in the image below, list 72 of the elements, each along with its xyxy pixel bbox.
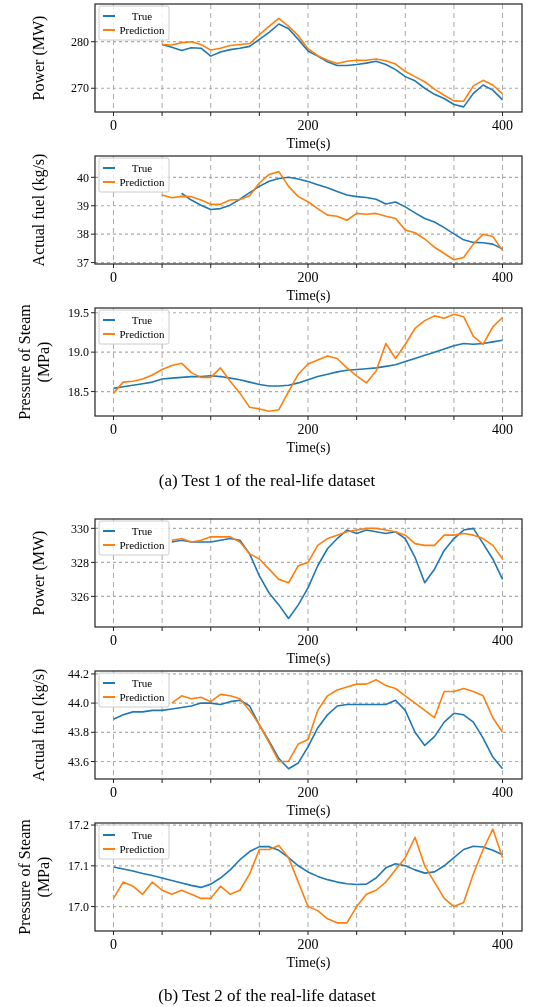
legend-label: Prediction: [119, 538, 166, 551]
x-tick-label: 200: [297, 785, 319, 800]
y-axis-title: Power (MW): [30, 530, 48, 616]
x-tick-label: 200: [297, 937, 319, 952]
y-tick-label: 270: [71, 81, 89, 96]
line-series: [171, 527, 504, 584]
x-tick-label: 200: [297, 270, 319, 285]
legend-label: Prediction: [119, 690, 166, 703]
y-axis-title: Actual fuel (kg/s): [30, 153, 48, 267]
y-tick-label: 39: [77, 198, 89, 213]
legend-label: Prediction: [119, 175, 166, 188]
legend-label: Prediction: [119, 327, 166, 340]
legend-label: True: [131, 313, 153, 326]
x-tick-label: 200: [297, 422, 319, 437]
y-tick-label: 44.2: [68, 667, 89, 682]
y-axis-title: Power (MW): [30, 15, 48, 101]
y-axis-title: Pressure of Steam (MPa): [16, 303, 53, 420]
y-tick-label: 40: [77, 170, 89, 185]
x-axis-title: Time(s): [286, 440, 331, 456]
y-axis-title: Actual fuel (kg/s): [30, 668, 48, 782]
legend-label: Prediction: [119, 842, 166, 855]
line-series: [112, 828, 504, 924]
y-tick-label: 280: [71, 34, 89, 49]
y-tick-label: 43.6: [68, 754, 89, 769]
x-tick-label: 0: [109, 422, 117, 437]
line-series: [112, 845, 504, 889]
legend-label: True: [131, 676, 153, 689]
legend-label: True: [131, 828, 153, 841]
line-series: [112, 313, 504, 413]
text: (b) Test 2 of the real-life dataset: [158, 986, 377, 1005]
line-series: [171, 678, 504, 763]
legend-label: True: [131, 9, 153, 22]
x-tick-label: 400: [492, 633, 514, 648]
y-axis-title: Pressure of Steam (MPa): [16, 818, 53, 935]
text: (a) Test 1 of the real-life dataset: [158, 471, 376, 490]
x-tick-label: 0: [109, 118, 117, 133]
x-tick-label: 400: [492, 785, 514, 800]
x-axis-title: Time(s): [286, 651, 331, 667]
legend-label: True: [131, 161, 153, 174]
x-tick-label: 400: [492, 270, 514, 285]
legend-label: Prediction: [119, 23, 166, 36]
y-tick-label: 19.5: [68, 305, 89, 320]
y-tick-label: 328: [71, 555, 89, 570]
y-tick-label: 326: [71, 589, 89, 604]
x-axis-title: Time(s): [286, 288, 331, 304]
y-tick-label: 17.0: [68, 899, 89, 914]
legend-label: True: [131, 524, 153, 537]
line-series: [112, 339, 504, 390]
y-tick-label: 17.1: [68, 858, 89, 873]
x-axis-title: Time(s): [286, 803, 331, 819]
y-tick-label: 19.0: [68, 345, 89, 360]
y-tick-label: 17.2: [68, 818, 89, 833]
x-tick-label: 400: [492, 118, 514, 133]
line-series: [112, 699, 504, 770]
y-tick-label: 330: [71, 521, 89, 536]
y-tick-label: 38: [77, 227, 89, 242]
x-axis-title: Time(s): [286, 136, 331, 152]
x-tick-label: 400: [492, 937, 514, 952]
y-tick-label: 44.0: [68, 696, 89, 711]
x-axis-title: Time(s): [286, 955, 331, 971]
x-tick-label: 0: [109, 270, 117, 285]
x-tick-label: 200: [297, 633, 319, 648]
line-series: [171, 527, 504, 620]
x-tick-label: 0: [109, 785, 117, 800]
x-tick-label: 0: [109, 633, 117, 648]
x-tick-label: 400: [492, 422, 514, 437]
x-tick-label: 0: [109, 937, 117, 952]
line-series: [180, 176, 504, 250]
x-tick-label: 200: [297, 118, 319, 133]
y-tick-label: 18.5: [68, 384, 89, 399]
y-tick-label: 43.8: [68, 725, 89, 740]
y-tick-label: 37: [77, 255, 89, 270]
